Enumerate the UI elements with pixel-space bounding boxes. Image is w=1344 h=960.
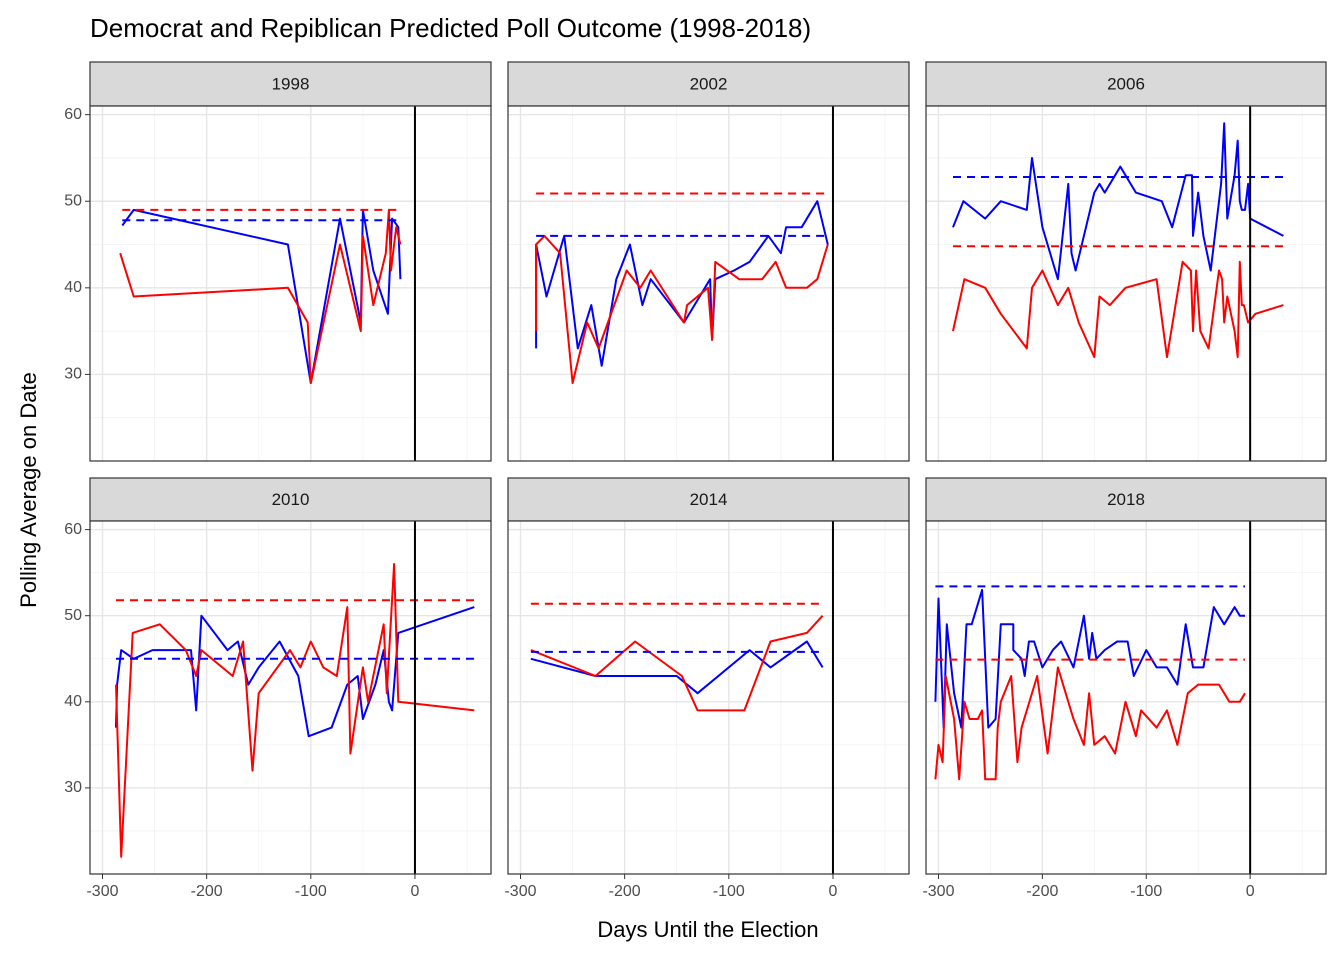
poll-line <box>530 615 824 712</box>
y-tick-label: 30 <box>64 366 82 383</box>
y-tick-label: 50 <box>64 607 82 624</box>
strip-label: 2014 <box>690 490 728 509</box>
poll-line <box>934 666 1246 781</box>
poll-line <box>115 606 475 738</box>
panel-border <box>89 105 492 462</box>
x-tick-label: 0 <box>829 883 838 900</box>
panel-background <box>90 106 491 461</box>
y-tick-label: 50 <box>64 192 82 209</box>
strip <box>925 477 1327 522</box>
strip-label: 2006 <box>1107 74 1145 93</box>
y-tick-label: 30 <box>64 779 82 796</box>
strip-label: 2010 <box>272 490 310 509</box>
panel-background <box>926 521 1326 874</box>
x-tick-label: 0 <box>411 883 420 900</box>
x-tick-label: -100 <box>295 883 327 900</box>
poll-line <box>535 234 829 385</box>
strip-label: 1998 <box>272 74 310 93</box>
y-axis-title: Polling Average on Date <box>16 372 41 608</box>
panel-border <box>925 520 1327 875</box>
panel-border <box>507 520 910 875</box>
poll-line <box>119 208 402 385</box>
strip <box>89 61 492 107</box>
x-tick-label: -300 <box>504 883 536 900</box>
x-tick-label: -300 <box>86 883 118 900</box>
poll-line <box>530 640 824 695</box>
panel-background <box>926 106 1326 461</box>
y-tick-label: 40 <box>64 279 82 296</box>
x-tick-label: -200 <box>191 883 223 900</box>
x-axis-title: Days Until the Election <box>597 917 818 942</box>
x-tick-label: 0 <box>1246 883 1255 900</box>
x-tick-label: -300 <box>922 883 954 900</box>
panel-background <box>508 521 909 874</box>
y-tick-label: 40 <box>64 693 82 710</box>
strip-label: 2002 <box>690 74 728 93</box>
panel-background <box>90 521 491 874</box>
strip <box>925 61 1327 107</box>
poll-line <box>934 588 1245 729</box>
poll-line <box>115 563 475 858</box>
chart-title: Democrat and Repiblican Predicted Poll O… <box>90 13 811 43</box>
x-tick-label: -100 <box>1130 883 1162 900</box>
x-tick-label: -200 <box>609 883 641 900</box>
x-tick-label: -100 <box>713 883 745 900</box>
x-tick-label: -200 <box>1026 883 1058 900</box>
y-tick-label: 60 <box>64 106 82 123</box>
y-tick-label: 60 <box>64 521 82 538</box>
panel-border <box>89 520 492 875</box>
panel-border <box>507 105 910 462</box>
strip <box>507 61 910 107</box>
poll-line <box>952 260 1284 359</box>
strip-label: 2018 <box>1107 490 1145 509</box>
panel-border <box>925 105 1327 462</box>
strip <box>89 477 492 522</box>
poll-line <box>952 122 1284 281</box>
